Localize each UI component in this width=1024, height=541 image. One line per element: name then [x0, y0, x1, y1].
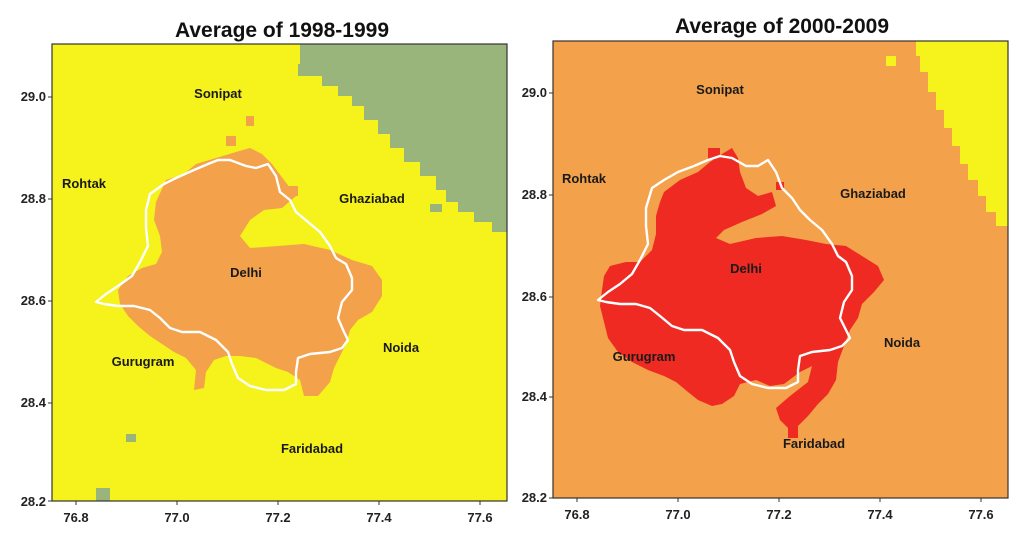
urban-core-area	[118, 148, 382, 396]
city-labels: Sonipat Rohtak Ghaziabad Delhi Gurugram …	[62, 86, 420, 456]
city-label-delhi: Delhi	[730, 261, 762, 276]
yellow-class-area	[916, 41, 1008, 226]
x-tick-label: 77.4	[867, 507, 893, 522]
x-axis: 76.8 77.0 77.2 77.4 77.6	[564, 498, 994, 522]
yellow-speck	[886, 56, 896, 66]
city-label-gurugram: Gurugram	[613, 349, 676, 364]
y-tick-label: 28.4	[21, 395, 47, 410]
city-labels: Sonipat Rohtak Ghaziabad Delhi Gurugram …	[562, 82, 921, 451]
orange-speck	[286, 186, 298, 196]
y-tick-label: 29.0	[522, 85, 547, 100]
delhi-boundary	[596, 154, 854, 390]
x-tick-label: 76.8	[564, 507, 589, 522]
city-label-ghaziabad: Ghaziabad	[840, 186, 906, 201]
x-tick-label: 77.2	[766, 507, 791, 522]
city-label-faridabad: Faridabad	[783, 436, 845, 451]
map-panel-1998-1999: Average of 1998-1999 29.0 28.8 28.6 28.4	[21, 19, 508, 525]
city-label-noida: Noida	[884, 335, 921, 350]
city-label-gurugram: Gurugram	[112, 354, 175, 369]
orange-speck	[246, 116, 254, 126]
orange-speck	[226, 136, 236, 146]
map-frame	[552, 40, 1009, 499]
y-tick-label: 28.2	[522, 490, 547, 505]
x-tick-label: 77.4	[366, 510, 392, 525]
city-label-faridabad: Faridabad	[281, 441, 343, 456]
green-speck	[298, 64, 308, 76]
y-axis: 29.0 28.8 28.6 28.4 28.2	[21, 89, 52, 509]
y-tick-label: 28.4	[522, 389, 548, 404]
y-tick-label: 28.8	[21, 191, 46, 206]
green-speck	[96, 488, 110, 501]
x-axis: 76.8 77.0 77.2 77.4 77.6	[63, 501, 493, 525]
x-tick-label: 77.0	[164, 510, 189, 525]
delhi-boundary	[94, 158, 354, 392]
x-tick-label: 77.6	[467, 510, 492, 525]
city-label-rohtak: Rohtak	[562, 171, 607, 186]
y-axis: 29.0 28.8 28.6 28.4 28.2	[522, 85, 553, 505]
x-tick-label: 76.8	[63, 510, 88, 525]
city-label-noida: Noida	[383, 340, 420, 355]
x-tick-label: 77.2	[265, 510, 290, 525]
map-raster	[52, 44, 507, 501]
orange-speck	[236, 154, 244, 162]
y-tick-label: 28.6	[522, 289, 547, 304]
green-speck	[126, 434, 136, 442]
map-panel-2000-2009: Average of 2000-2009 29.0 28.8 28.6 28.4…	[522, 15, 1009, 522]
map-title: Average of 1998-1999	[175, 19, 389, 42]
city-label-sonipat: Sonipat	[194, 86, 242, 101]
y-tick-label: 28.2	[21, 494, 46, 509]
city-label-sonipat: Sonipat	[696, 82, 744, 97]
y-tick-label: 28.6	[21, 293, 46, 308]
city-label-rohtak: Rohtak	[62, 176, 107, 191]
urban-core-area	[600, 148, 884, 430]
y-tick-label: 28.8	[522, 187, 547, 202]
city-label-delhi: Delhi	[230, 265, 262, 280]
map-frame	[51, 43, 508, 502]
x-tick-label: 77.6	[968, 507, 993, 522]
city-label-ghaziabad: Ghaziabad	[339, 191, 405, 206]
green-class-area	[300, 44, 507, 232]
map-raster	[553, 41, 1008, 498]
x-tick-label: 77.0	[665, 507, 690, 522]
red-speck	[788, 426, 798, 438]
green-speck	[430, 204, 442, 212]
map-title: Average of 2000-2009	[675, 15, 889, 38]
y-tick-label: 29.0	[21, 89, 46, 104]
